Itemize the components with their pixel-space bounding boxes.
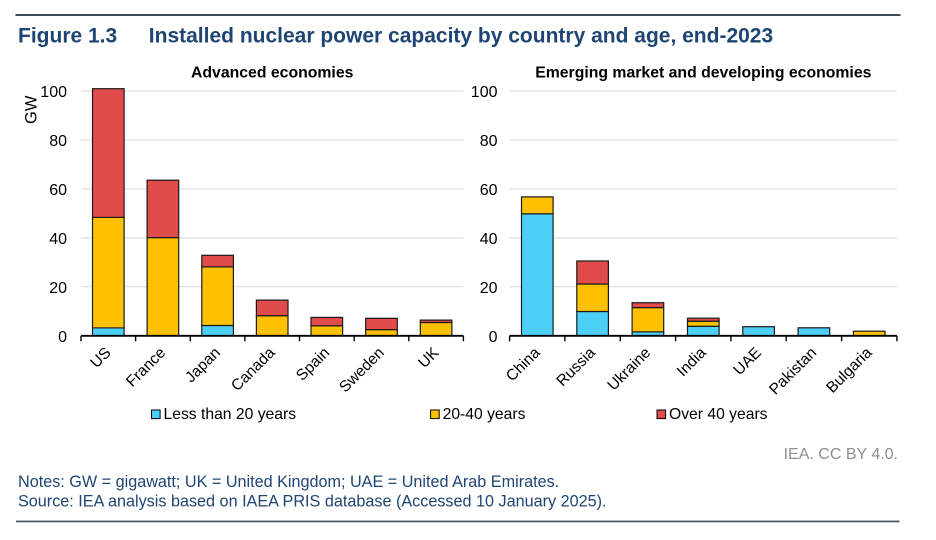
svg-text:60: 60 bbox=[49, 182, 67, 199]
svg-text:US: US bbox=[87, 344, 114, 371]
svg-text:Spain: Spain bbox=[293, 344, 333, 384]
svg-text:GW: GW bbox=[23, 95, 41, 124]
svg-text:0: 0 bbox=[58, 329, 67, 346]
svg-text:Sweden: Sweden bbox=[336, 344, 388, 396]
svg-text:40: 40 bbox=[49, 231, 67, 248]
svg-text:Canada: Canada bbox=[228, 344, 279, 395]
svg-text:80: 80 bbox=[480, 133, 498, 150]
svg-text:France: France bbox=[123, 344, 169, 390]
svg-text:80: 80 bbox=[49, 133, 67, 150]
svg-text:60: 60 bbox=[480, 182, 498, 199]
svg-text:Ukraine: Ukraine bbox=[604, 344, 654, 394]
svg-text:Advanced economies: Advanced economies bbox=[191, 65, 354, 82]
svg-text:20: 20 bbox=[49, 280, 67, 297]
svg-text:100: 100 bbox=[40, 84, 67, 101]
svg-text:40: 40 bbox=[480, 231, 498, 248]
svg-text:Over 40 years: Over 40 years bbox=[669, 406, 768, 423]
svg-text:Pakistan: Pakistan bbox=[766, 344, 820, 398]
svg-text:Installed nuclear power capaci: Installed nuclear power capacity by coun… bbox=[149, 25, 773, 48]
svg-text:India: India bbox=[674, 344, 710, 380]
svg-text:UAE: UAE bbox=[730, 344, 765, 379]
svg-text:20-40 years: 20-40 years bbox=[443, 406, 526, 423]
svg-text:Japan: Japan bbox=[182, 344, 224, 386]
svg-text:Bulgaria: Bulgaria bbox=[823, 344, 876, 397]
svg-text:Less than 20 years: Less than 20 years bbox=[164, 406, 297, 423]
svg-text:0: 0 bbox=[489, 329, 498, 346]
svg-text:Source: IEA analysis based on: Source: IEA analysis based on IAEA PRIS … bbox=[18, 493, 607, 511]
svg-text:Notes: GW = gigawatt; UK = Uni: Notes: GW = gigawatt; UK = United Kingdo… bbox=[18, 473, 559, 491]
svg-text:Russia: Russia bbox=[553, 344, 599, 390]
svg-text:IEA. CC BY 4.0.: IEA. CC BY 4.0. bbox=[784, 446, 898, 463]
svg-text:20: 20 bbox=[480, 280, 498, 297]
svg-text:Figure 1.3: Figure 1.3 bbox=[18, 25, 117, 48]
svg-text:Emerging market and developing: Emerging market and developing economies bbox=[535, 65, 871, 82]
svg-text:100: 100 bbox=[471, 84, 498, 101]
svg-text:UK: UK bbox=[415, 344, 443, 372]
svg-text:China: China bbox=[503, 344, 544, 385]
